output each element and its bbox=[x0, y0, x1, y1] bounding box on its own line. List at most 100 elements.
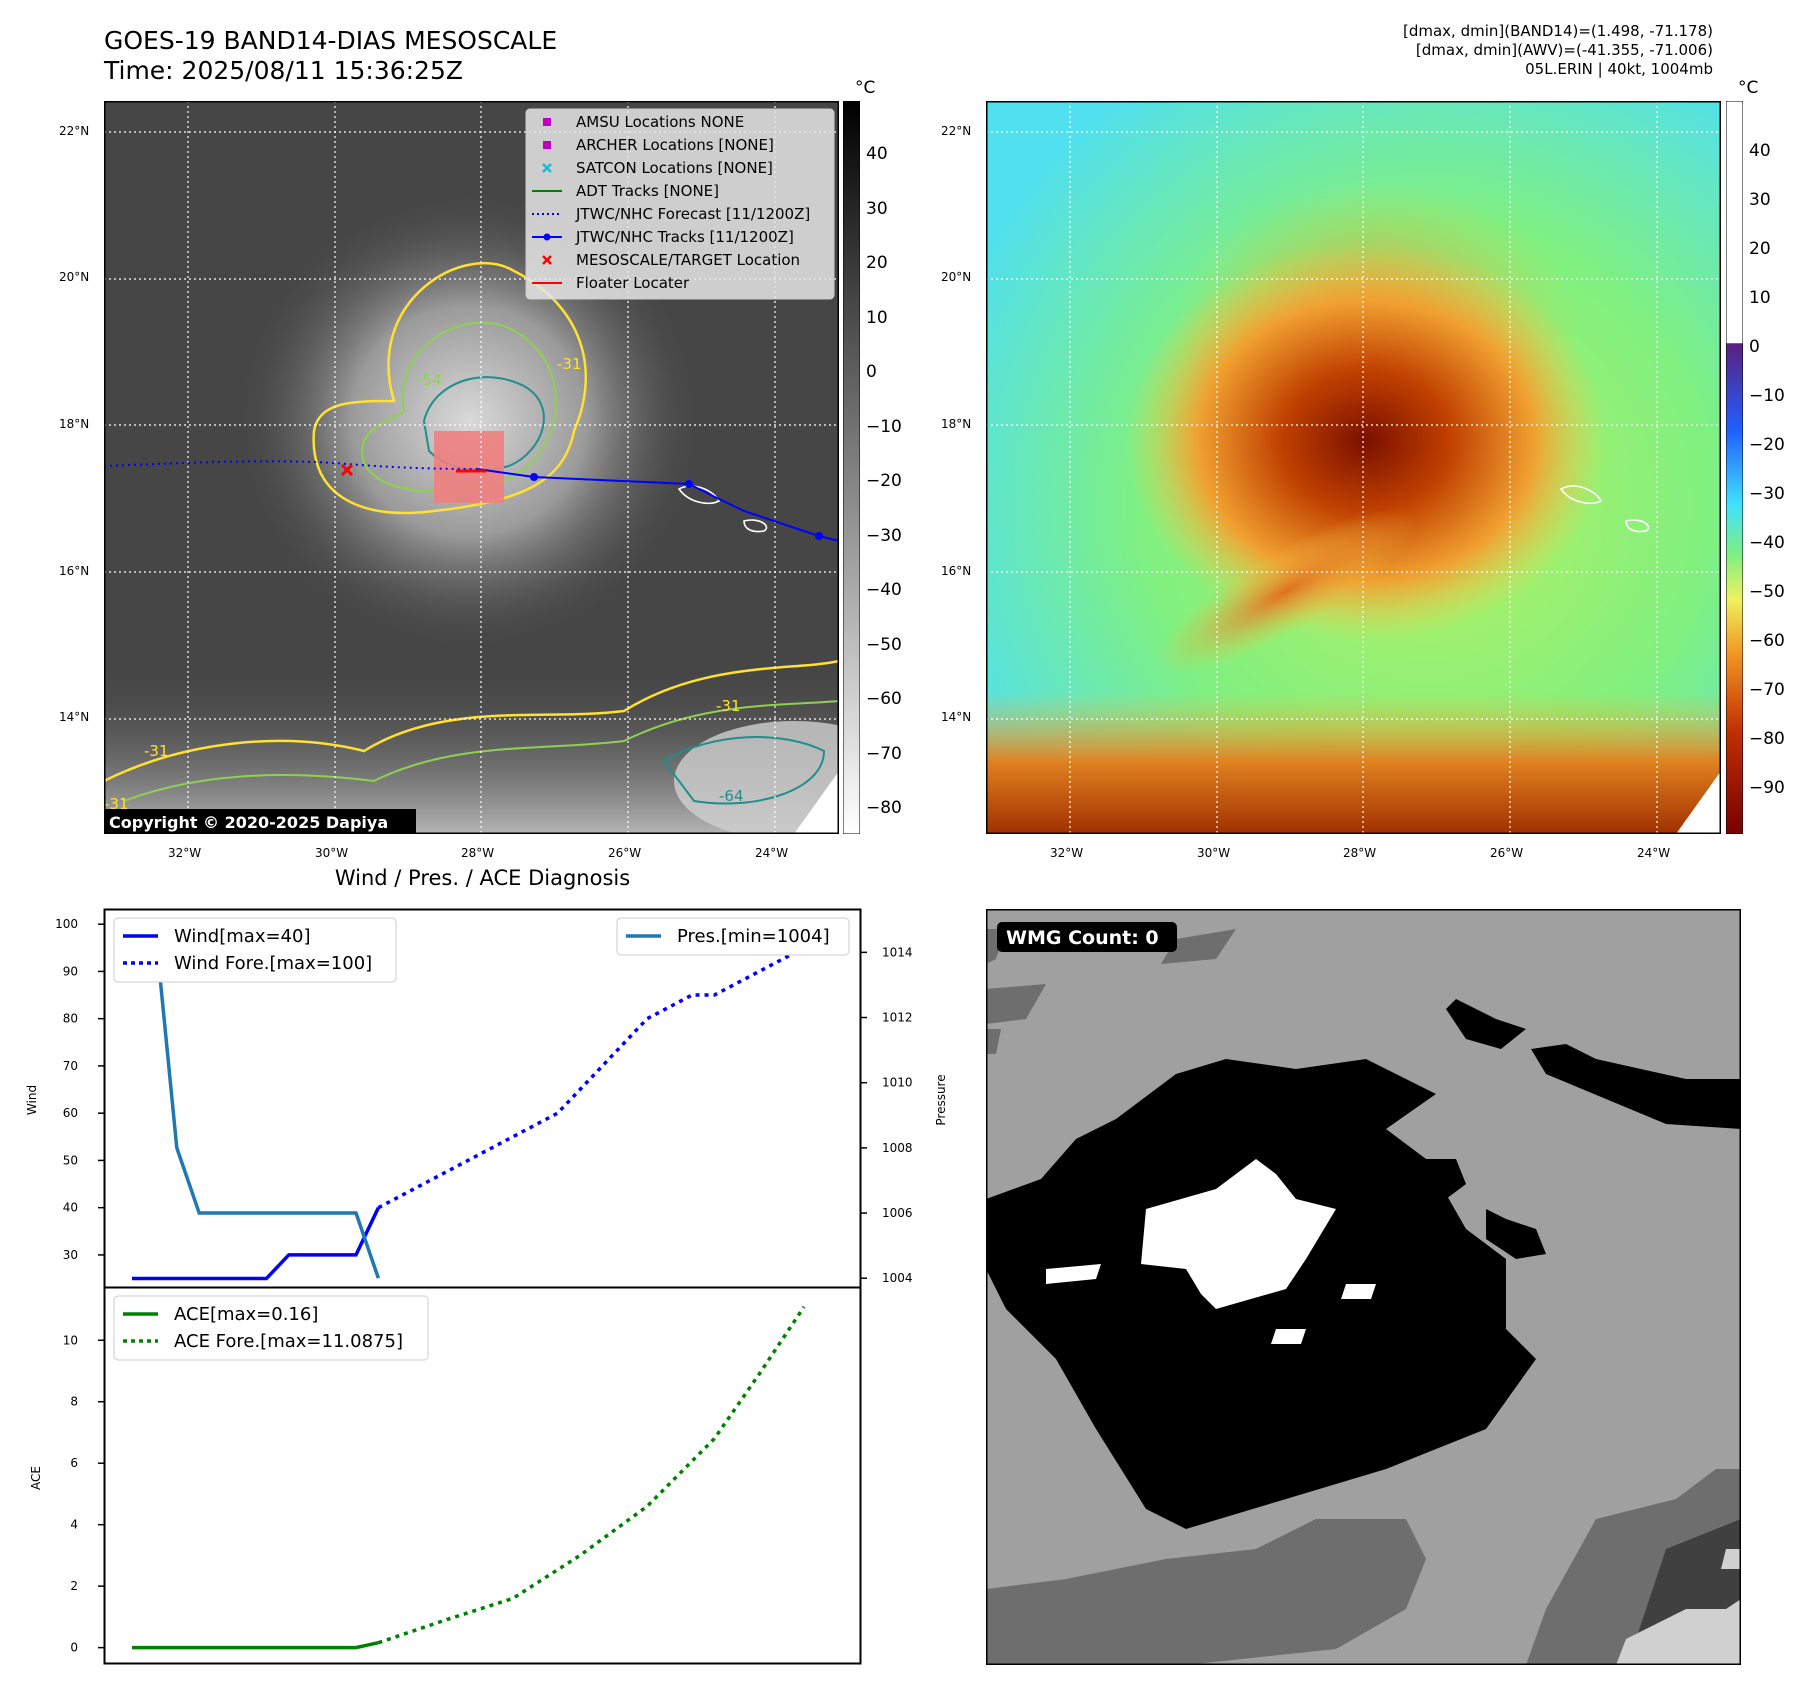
y-tick-label: 40 bbox=[63, 1201, 78, 1215]
y-tick-label: 4 bbox=[70, 1518, 78, 1532]
ir-map: -31 -54 -31 -31 -64 -31 Copyright © 2020… bbox=[104, 101, 839, 834]
wmg-core bbox=[1046, 1159, 1376, 1344]
ir-colorbar-ticks: 40 30 20 10 0 −10 −20 −30 −40 −50 −60 −70 −80 bbox=[866, 101, 916, 834]
colorbar-tick-label: −60 bbox=[866, 689, 902, 709]
copyright: Copyright © 2020-2025 Dapiya bbox=[109, 813, 388, 832]
pressure-legend: Pres.[min=1004] bbox=[616, 917, 850, 956]
colorbar-tick-label: −40 bbox=[866, 580, 902, 600]
legend-wind-fore: Wind Fore.[max=100] bbox=[174, 953, 372, 974]
colorbar-tick-label: −70 bbox=[1749, 680, 1785, 700]
legend-label: JTWC/NHC Tracks [11/1200Z] bbox=[575, 228, 794, 246]
colorbar-tick-label: −10 bbox=[866, 416, 902, 437]
colorbar-tick-label: 20 bbox=[866, 253, 888, 273]
legend-square-marker bbox=[543, 118, 551, 126]
ace-ylabel: ACE bbox=[29, 1466, 43, 1490]
series-line-ace bbox=[377, 1305, 806, 1645]
lon-tick-label: 24°W bbox=[755, 846, 789, 860]
ir-grid bbox=[104, 101, 839, 834]
colorbar-tick-label: −80 bbox=[866, 798, 902, 818]
y-tick-label: 0 bbox=[70, 1641, 78, 1655]
info-band14: [dmax, dmin](BAND14)=(1.498, -71.178) bbox=[1402, 22, 1713, 40]
wmg-count-label: WMG Count: 0 bbox=[1006, 927, 1159, 949]
colorbar-tick-label: 0 bbox=[866, 362, 877, 382]
wv-grid bbox=[986, 101, 1721, 834]
lon-tick-label: 32°W bbox=[168, 846, 202, 860]
lat-tick-label: 18°N bbox=[59, 417, 90, 431]
legend-entry: JTWC/NHC Forecast [11/1200Z] bbox=[532, 205, 810, 223]
contour-label: -54 bbox=[417, 371, 442, 389]
legend-pressure: Pres.[min=1004] bbox=[677, 926, 830, 947]
y-tick-label: 50 bbox=[63, 1153, 78, 1167]
pressure-tick-label: 1004 bbox=[882, 1271, 913, 1285]
colorbar-tick-label: −50 bbox=[1749, 582, 1785, 602]
y-tick-label: 2 bbox=[70, 1579, 78, 1593]
series-line-wind bbox=[132, 1206, 380, 1281]
ir-storm-cloud bbox=[234, 191, 704, 651]
colorbar-tick-label: −90 bbox=[1749, 778, 1785, 798]
contour-label: -64 bbox=[719, 787, 744, 805]
colorbar-tick-label: −20 bbox=[1749, 435, 1785, 455]
ir-colorbar bbox=[843, 101, 860, 834]
legend-label: MESOSCALE/TARGET Location bbox=[576, 251, 800, 269]
colorbar-tick-label: 30 bbox=[1749, 190, 1771, 210]
colorbar-tick-label: 10 bbox=[866, 307, 888, 328]
colorbar-tick-label: −60 bbox=[1749, 631, 1785, 651]
legend-label: ADT Tracks [NONE] bbox=[576, 182, 719, 200]
legend-ace: ACE[max=0.16] bbox=[174, 1304, 318, 1325]
lat-tick-label: 20°N bbox=[941, 270, 972, 284]
lon-tick-label: 26°W bbox=[608, 846, 642, 860]
wind-legend: Wind[max=40] Wind Fore.[max=100] bbox=[113, 917, 397, 983]
colorbar-tick-label: 40 bbox=[1749, 141, 1771, 161]
wv-colorbar bbox=[1726, 101, 1743, 834]
info-storm: 05L.ERIN | 40kt, 1004mb bbox=[1525, 60, 1713, 78]
y-tick-label: 60 bbox=[63, 1106, 78, 1120]
y-tick-label: 70 bbox=[63, 1059, 78, 1073]
legend-label: ARCHER Locations [NONE] bbox=[576, 136, 774, 154]
contour-label: -31 bbox=[716, 697, 741, 715]
lat-tick-label: 16°N bbox=[59, 564, 90, 578]
y-tick-label: 6 bbox=[70, 1456, 78, 1470]
y-tick-label: 90 bbox=[63, 964, 78, 978]
colorbar-tick-label: −10 bbox=[1749, 386, 1785, 406]
legend-ace-fore: ACE Fore.[max=11.0875] bbox=[174, 1331, 403, 1352]
lon-tick-label: 32°W bbox=[1050, 846, 1084, 860]
pressure-tick-label: 1006 bbox=[882, 1206, 913, 1220]
y-tick-label: 80 bbox=[63, 1012, 78, 1026]
pressure-tick-label: 1010 bbox=[882, 1076, 913, 1090]
legend-entry: ARCHER Locations [NONE] bbox=[543, 136, 774, 154]
legend-square-marker bbox=[543, 141, 551, 149]
lon-tick-label: 28°W bbox=[461, 846, 495, 860]
lat-tick-label: 16°N bbox=[941, 564, 972, 578]
pressure-tick-label: 1012 bbox=[882, 1011, 913, 1025]
colorbar-tick-label: 0 bbox=[1749, 337, 1760, 357]
pressure-tick-label: 1008 bbox=[882, 1141, 913, 1155]
colorbar-tick-label: −80 bbox=[1749, 729, 1785, 749]
ir-contour-54 bbox=[361, 321, 557, 493]
series-line-ace bbox=[132, 1641, 379, 1650]
wv-storm bbox=[1126, 241, 1606, 641]
colorbar-tick-label: 30 bbox=[866, 198, 888, 219]
forecast-track bbox=[104, 460, 478, 470]
wmg-panel: WMG Count: 0 bbox=[986, 909, 1741, 1665]
legend-entry: Floater Locater bbox=[532, 274, 690, 292]
lon-tick-label: 24°W bbox=[1637, 846, 1671, 860]
contour-label: -31 bbox=[557, 355, 582, 373]
colorbar-tick-label: −20 bbox=[866, 471, 902, 491]
lon-tick-label: 30°W bbox=[1197, 846, 1231, 860]
legend-entry: AMSU Locations NONE bbox=[543, 113, 744, 131]
legend-entry: SATCON Locations [NONE] bbox=[542, 159, 773, 177]
wv-colorbar-ticks: 40 30 20 10 0 −10 −20 −30 −40 −50 −60 −70 −80 −90 bbox=[1749, 101, 1797, 834]
diagnosis-title: Wind / Pres. / ACE Diagnosis bbox=[334, 866, 631, 890]
legend-entry: ADT Tracks [NONE] bbox=[532, 182, 719, 200]
info-block: [dmax, dmin](BAND14)=(1.498, -71.178) [d… bbox=[1403, 22, 1713, 79]
target-marker bbox=[340, 463, 354, 477]
colorbar-tick-label: 20 bbox=[1749, 239, 1771, 259]
y-tick-label: 8 bbox=[70, 1395, 78, 1409]
colorbar-tick-label: −40 bbox=[1749, 533, 1785, 553]
legend-entry: JTWC/NHC Tracks [11/1200Z] bbox=[532, 228, 794, 246]
chart-time: Time: 2025/08/11 15:36:25Z bbox=[104, 56, 463, 85]
pressure-tick-label: 1014 bbox=[882, 945, 913, 959]
lat-tick-label: 18°N bbox=[941, 417, 972, 431]
chart-title: GOES-19 BAND14-DIAS MESOSCALE bbox=[104, 26, 558, 55]
contour-label: -31 bbox=[104, 795, 129, 813]
